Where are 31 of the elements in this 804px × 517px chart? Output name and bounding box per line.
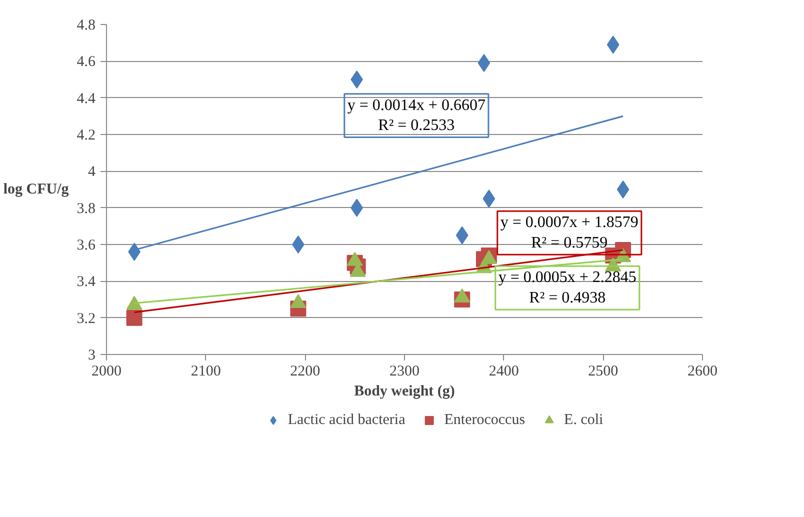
annotation: y = 0.0007x + 1.8579 R² = 0.5759 bbox=[500, 214, 638, 252]
y-tick-label: 3.2 bbox=[76, 310, 96, 327]
x-axis-title: Body weight (g) bbox=[354, 384, 455, 400]
y-tick-label: 4.8 bbox=[76, 18, 96, 34]
y-tick-label: 4.6 bbox=[76, 54, 96, 70]
point bbox=[482, 190, 496, 208]
x-tick-label: 2400 bbox=[488, 364, 519, 380]
x-tick-label: 2500 bbox=[588, 364, 618, 380]
x-tick-label: 2000 bbox=[92, 364, 122, 380]
annotation: y = 0.0005x + 2.2845 R² = 0.4938 bbox=[498, 269, 636, 307]
y-tick-label: 3.4 bbox=[76, 274, 96, 290]
legend-label: Enterococcus bbox=[444, 412, 526, 428]
point bbox=[478, 54, 490, 72]
y-tick-label: 3.6 bbox=[76, 238, 96, 254]
legend-label: E. coli bbox=[564, 412, 604, 428]
y-tick-label: 4.4 bbox=[76, 90, 96, 107]
x-tick-label: 2200 bbox=[290, 364, 320, 380]
y-tick-label: 4 bbox=[88, 164, 96, 180]
point bbox=[616, 180, 630, 198]
annotation: y = 0.0014x + 0.6607 R² = 0.2533 bbox=[347, 96, 486, 134]
point bbox=[126, 310, 142, 326]
y-tick-label: 3.8 bbox=[76, 200, 96, 217]
y-tick-label: 3 bbox=[88, 348, 96, 364]
legend-label: Lactic acid bacteria bbox=[288, 412, 406, 428]
y-tick-label: 4.2 bbox=[76, 128, 96, 144]
y-axis-title: log CFU/g bbox=[3, 182, 70, 198]
point bbox=[456, 226, 468, 244]
x-tick-label: 2600 bbox=[688, 364, 718, 380]
x-tick-label: 2100 bbox=[190, 364, 221, 380]
x-tick-label: 2300 bbox=[390, 364, 420, 380]
point bbox=[606, 36, 620, 54]
